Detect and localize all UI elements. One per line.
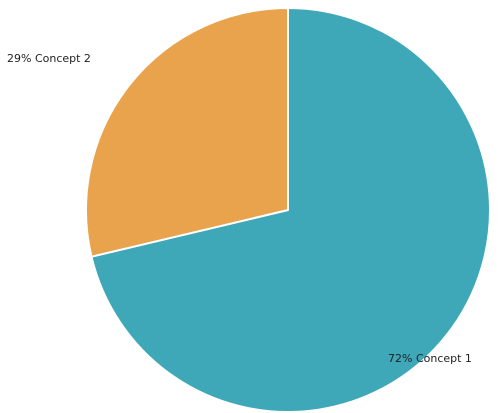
pie-slices <box>84 7 491 413</box>
pie-slice-2 <box>84 7 289 258</box>
slice-label-concept-2: 29% Concept 2 <box>7 52 91 65</box>
pie-slice-1 <box>90 7 491 413</box>
slice-label-concept-1: 72% Concept 1 <box>388 352 472 365</box>
